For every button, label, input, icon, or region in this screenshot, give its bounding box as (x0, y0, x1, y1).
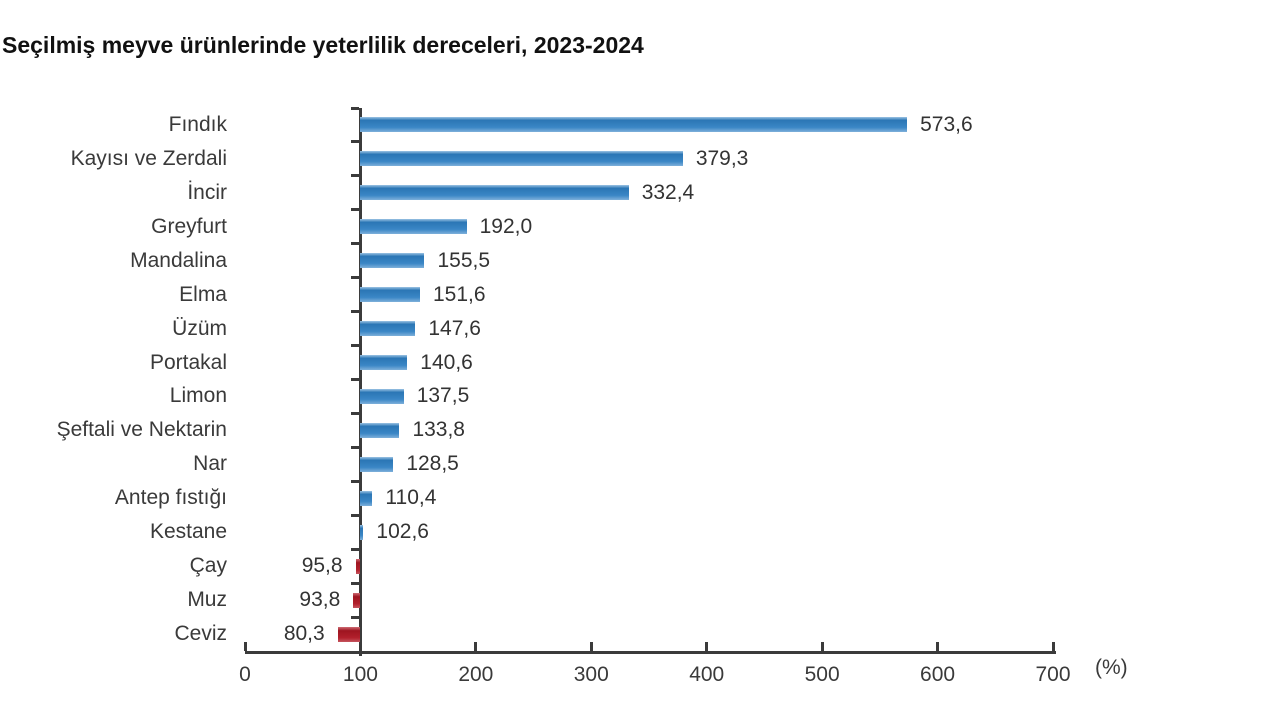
bar-above-baseline (360, 321, 416, 337)
chart-title: Seçilmiş meyve ürünlerinde yeterlilik de… (2, 32, 644, 58)
category-label: Şeftali ve Nektarin (56, 418, 227, 442)
value-label: 128,5 (406, 452, 459, 476)
bar-above-baseline (360, 355, 408, 371)
bar-above-baseline (360, 151, 683, 167)
category-label: Nar (193, 452, 227, 476)
x-axis-tick (358, 642, 362, 651)
bar-above-baseline (360, 117, 908, 133)
bar-above-baseline (360, 253, 425, 269)
baseline-tick (350, 479, 359, 483)
category-label: Antep fıstığı (114, 486, 227, 510)
baseline-tick (350, 310, 359, 314)
x-axis-unit-label: (%) (1095, 656, 1128, 679)
x-axis-tick-label: 200 (458, 663, 494, 686)
category-label: Greyfurt (151, 214, 227, 238)
baseline-tick (350, 411, 359, 415)
value-label: 192,0 (479, 214, 533, 238)
value-label: 140,6 (420, 350, 473, 374)
category-label: Üzüm (172, 316, 227, 340)
category-label: Portakal (149, 350, 227, 374)
category-label: Elma (179, 282, 227, 306)
value-label: 379,3 (695, 146, 749, 170)
value-label: 80,3 (283, 622, 325, 646)
baseline-tick (350, 140, 359, 144)
value-label: 93,8 (299, 588, 341, 612)
baseline-tick (350, 547, 359, 551)
value-label: 151,6 (432, 282, 486, 306)
value-label: 573,6 (920, 112, 973, 136)
baseline-tick (350, 344, 359, 348)
value-label: 95,8 (301, 554, 343, 578)
baseline-tick (350, 615, 359, 619)
bar-above-baseline (360, 219, 467, 235)
x-axis-tick-label: 600 (920, 663, 956, 686)
x-axis-tick-label: 0 (239, 663, 251, 686)
value-label: 110,4 (385, 486, 437, 510)
x-axis-tick (1051, 642, 1055, 651)
value-label: 147,6 (428, 316, 481, 340)
x-axis-tick-label: 700 (1035, 663, 1071, 686)
category-label: Çay (189, 554, 227, 578)
baseline-tick (350, 242, 359, 246)
baseline-tick (350, 174, 359, 178)
bar-above-baseline (360, 287, 420, 303)
x-axis-tick-label: 100 (342, 663, 378, 686)
value-label: 133,8 (412, 418, 465, 442)
category-label: Limon (169, 384, 227, 408)
category-label: Muz (187, 588, 227, 612)
category-label: İncir (187, 180, 227, 204)
bar-above-baseline (360, 422, 400, 438)
value-label: 155,5 (437, 248, 491, 272)
x-axis-tick (820, 642, 824, 651)
value-label: 137,5 (416, 384, 470, 408)
x-axis-tick (705, 642, 709, 651)
category-label: Mandalina (130, 248, 227, 272)
baseline-tick (350, 581, 359, 585)
baseline-tick (350, 445, 359, 449)
baseline-tick (350, 208, 359, 212)
category-label: Kayısı ve Zerdali (70, 146, 227, 170)
bar-below-baseline (337, 626, 361, 642)
category-label: Fındık (168, 112, 227, 136)
bar-below-baseline (355, 558, 361, 574)
x-axis-tick-label: 400 (689, 663, 725, 686)
x-axis-tick (936, 642, 940, 651)
bar-above-baseline (360, 524, 364, 540)
baseline-tick (350, 513, 359, 517)
bar-above-baseline (360, 185, 629, 201)
bar-above-baseline (360, 388, 404, 404)
x-axis-tick-label: 300 (573, 663, 609, 686)
baseline-tick (350, 378, 359, 381)
x-axis-line (245, 651, 1056, 654)
category-label: Kestane (149, 520, 227, 544)
bar-above-baseline (360, 490, 373, 506)
x-axis-tick (589, 642, 593, 651)
category-label: Ceviz (174, 622, 227, 646)
x-axis-tick-label: 500 (804, 663, 840, 686)
bar-below-baseline (353, 592, 361, 608)
x-axis-tick (474, 642, 478, 651)
baseline-tick (350, 276, 359, 280)
x-axis-tick (243, 642, 247, 651)
baseline-100-line (358, 108, 362, 656)
value-label: 332,4 (641, 180, 695, 204)
bar-above-baseline (360, 456, 394, 472)
baseline-tick (350, 106, 359, 110)
value-label: 102,6 (376, 520, 429, 544)
